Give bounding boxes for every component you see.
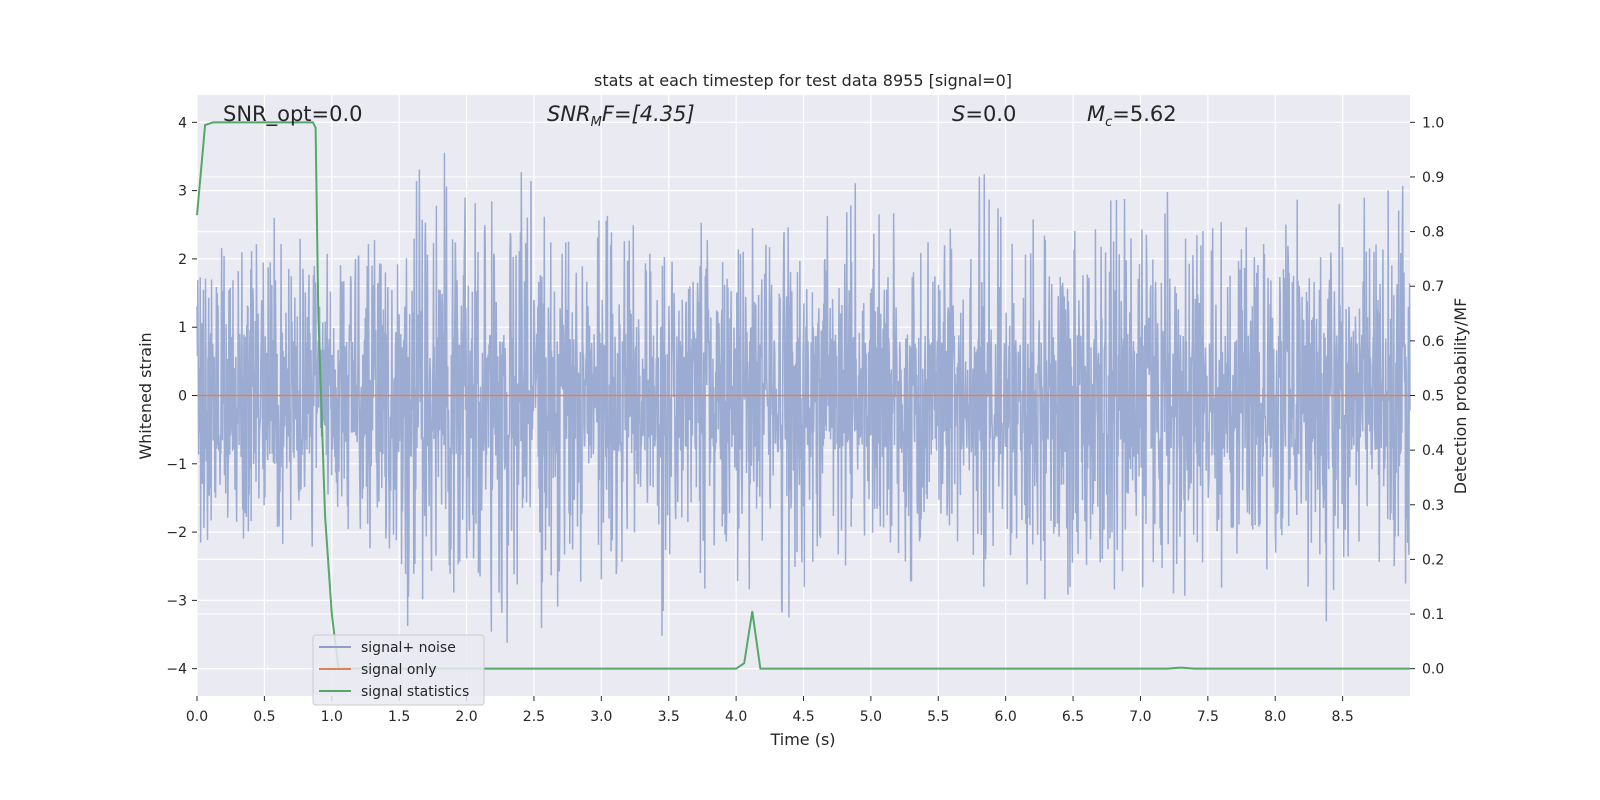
x-tick-label-5: 2.5 (523, 709, 545, 725)
y-right-tick-label-7: 0.7 (1422, 279, 1444, 295)
y-axis-left-label: Whitened strain (136, 332, 155, 459)
annotation-mc-rest: =5.62 (1112, 102, 1176, 126)
annotation-snr-mf-symbol: SNR (547, 102, 591, 126)
x-tick-label-9: 4.5 (792, 709, 814, 725)
y-right-tick-label-4: 0.4 (1422, 443, 1444, 459)
y-left-tick-label-1: −3 (166, 593, 187, 609)
x-axis-label: Time (s) (769, 730, 835, 749)
annotation-s-rest: =0.0 (965, 102, 1016, 126)
x-tick-label-11: 5.5 (927, 709, 949, 725)
x-tick-label-17: 8.5 (1331, 709, 1353, 725)
y-axis-left-ticks: −4 −3 −2 −1 0 1 2 3 4 (166, 115, 197, 678)
x-tick-label-12: 6.0 (995, 709, 1017, 725)
y-right-tick-label-9: 0.9 (1422, 170, 1444, 186)
y-right-tick-label-2: 0.2 (1422, 552, 1444, 568)
x-tick-label-15: 7.5 (1197, 709, 1219, 725)
y-right-tick-label-1: 0.1 (1422, 607, 1444, 623)
y-left-tick-label-0: −4 (166, 662, 187, 678)
y-right-tick-label-6: 0.6 (1422, 334, 1444, 350)
x-tick-label-1: 0.5 (253, 709, 275, 725)
chart-title: stats at each timestep for test data 895… (594, 71, 1012, 90)
x-tick-label-4: 2.0 (455, 709, 477, 725)
annotation-mc: Mc=5.62 (1087, 102, 1177, 130)
annotation-snr-mf: SNRMF=[4.35] (547, 102, 695, 130)
signal-noise-series (196, 152, 1411, 643)
annotation-s: S=0.0 (952, 102, 1016, 126)
y-right-tick-label-3: 0.3 (1422, 498, 1444, 514)
y-left-tick-label-8: 4 (178, 115, 187, 131)
annotation-snr-mf-subscript: M (591, 115, 602, 130)
y-left-tick-label-4: 0 (178, 389, 187, 405)
x-tick-label-16: 8.0 (1264, 709, 1286, 725)
x-tick-label-14: 7.0 (1129, 709, 1151, 725)
y-left-tick-label-2: −2 (166, 525, 187, 541)
legend-label-signal-statistics: signal statistics (361, 684, 469, 700)
legend: signal+ noise signal only signal statist… (312, 634, 485, 706)
y-axis-right-label: Detection probability/MF (1451, 298, 1470, 495)
annotation-s-symbol: S (952, 102, 965, 126)
x-tick-label-10: 5.0 (860, 709, 882, 725)
annotation-snr-opt: SNR_opt=0.0 (223, 102, 363, 127)
y-left-tick-label-5: 1 (178, 320, 187, 336)
y-left-tick-label-7: 3 (178, 184, 187, 200)
x-tick-label-7: 3.5 (658, 709, 680, 725)
y-axis-right-ticks: 0.0 0.1 0.2 0.3 0.4 0.5 0.6 0.7 0.8 0.9 1.0 (1410, 115, 1444, 678)
series-line-signal-statistics (196, 121, 1410, 670)
signal-statistics-series (196, 121, 1410, 670)
annotation-mc-subscript: c (1105, 115, 1112, 130)
y-right-tick-label-10: 1.0 (1422, 115, 1444, 131)
x-tick-label-0: 0.0 (186, 709, 208, 725)
y-left-tick-label-3: −1 (166, 457, 187, 473)
annotation-snr-mf-rest: F=[4.35] (602, 102, 695, 126)
legend-box (312, 634, 485, 706)
x-tick-label-8: 4.0 (725, 709, 747, 725)
x-tick-label-3: 1.5 (388, 709, 410, 725)
series-line-signal-noise (196, 152, 1411, 643)
y-right-tick-label-0: 0.0 (1422, 662, 1444, 678)
x-tick-label-13: 6.5 (1062, 709, 1084, 725)
y-right-tick-label-5: 0.5 (1422, 389, 1444, 405)
y-right-tick-label-8: 0.8 (1422, 225, 1444, 241)
y-left-tick-label-6: 2 (178, 252, 187, 268)
x-axis-ticks: 0.0 0.5 1.0 1.5 2.0 2.5 3.0 3.5 4.0 4.5 5.0 5.5 6.0 6… (186, 696, 1354, 725)
legend-label-signal-only: signal only (361, 662, 436, 678)
x-tick-label-6: 3.0 (590, 709, 612, 725)
annotation-mc-symbol: M (1087, 102, 1105, 126)
legend-label-signal-noise: signal+ noise (361, 640, 456, 656)
x-tick-label-2: 1.0 (321, 709, 343, 725)
